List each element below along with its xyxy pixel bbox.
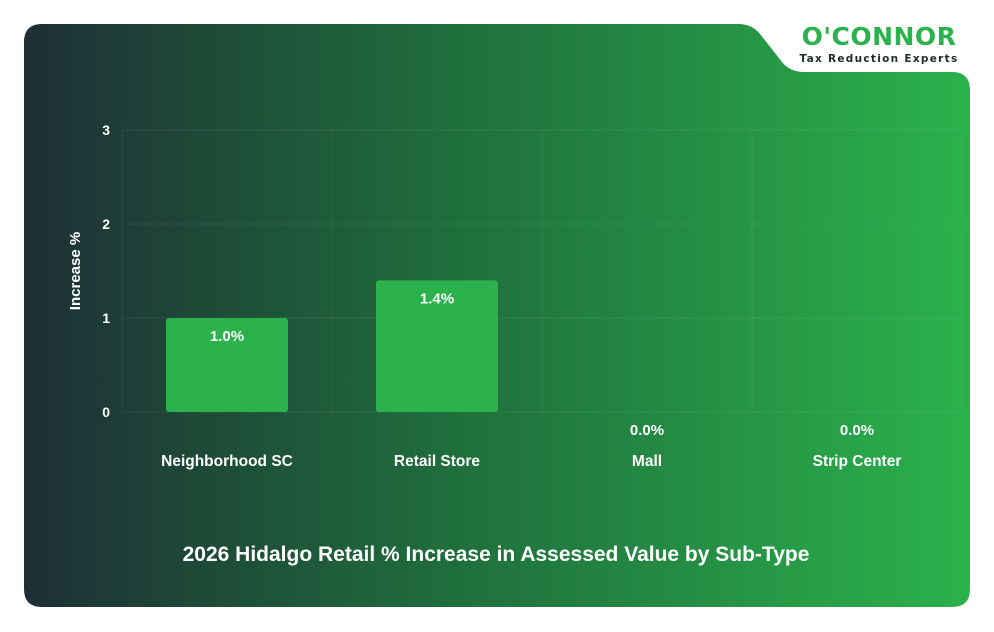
data-label: 1.4% [420, 290, 454, 307]
chart-title: 2026 Hidalgo Retail % Increase in Assess… [182, 543, 810, 566]
y-axis-label: Increase % [67, 232, 84, 310]
y-tick-label: 1 [102, 310, 110, 326]
y-tick-label: 0 [102, 404, 110, 420]
x-tick-label: Strip Center [813, 453, 902, 470]
brand-name: O'CONNOR [801, 22, 957, 51]
data-label: 0.0% [630, 422, 664, 439]
x-tick-label: Retail Store [394, 453, 481, 470]
x-tick-label: Neighborhood SC [161, 453, 293, 470]
brand-tagline: Tax Reduction Experts [799, 53, 959, 65]
brand-logo[interactable]: O'CONNOR Tax Reduction Experts [786, 22, 972, 70]
y-tick-label: 2 [102, 216, 110, 232]
x-tick-label: Mall [632, 453, 662, 470]
data-label: 0.0% [840, 422, 874, 439]
bar [376, 280, 498, 412]
data-label: 1.0% [210, 328, 244, 345]
y-tick-label: 3 [102, 122, 110, 138]
plot-area: 0 1 2 3 Increase % 1.0% Neighborhood SC 1.4% Ret… [67, 122, 963, 470]
bar [166, 318, 288, 412]
